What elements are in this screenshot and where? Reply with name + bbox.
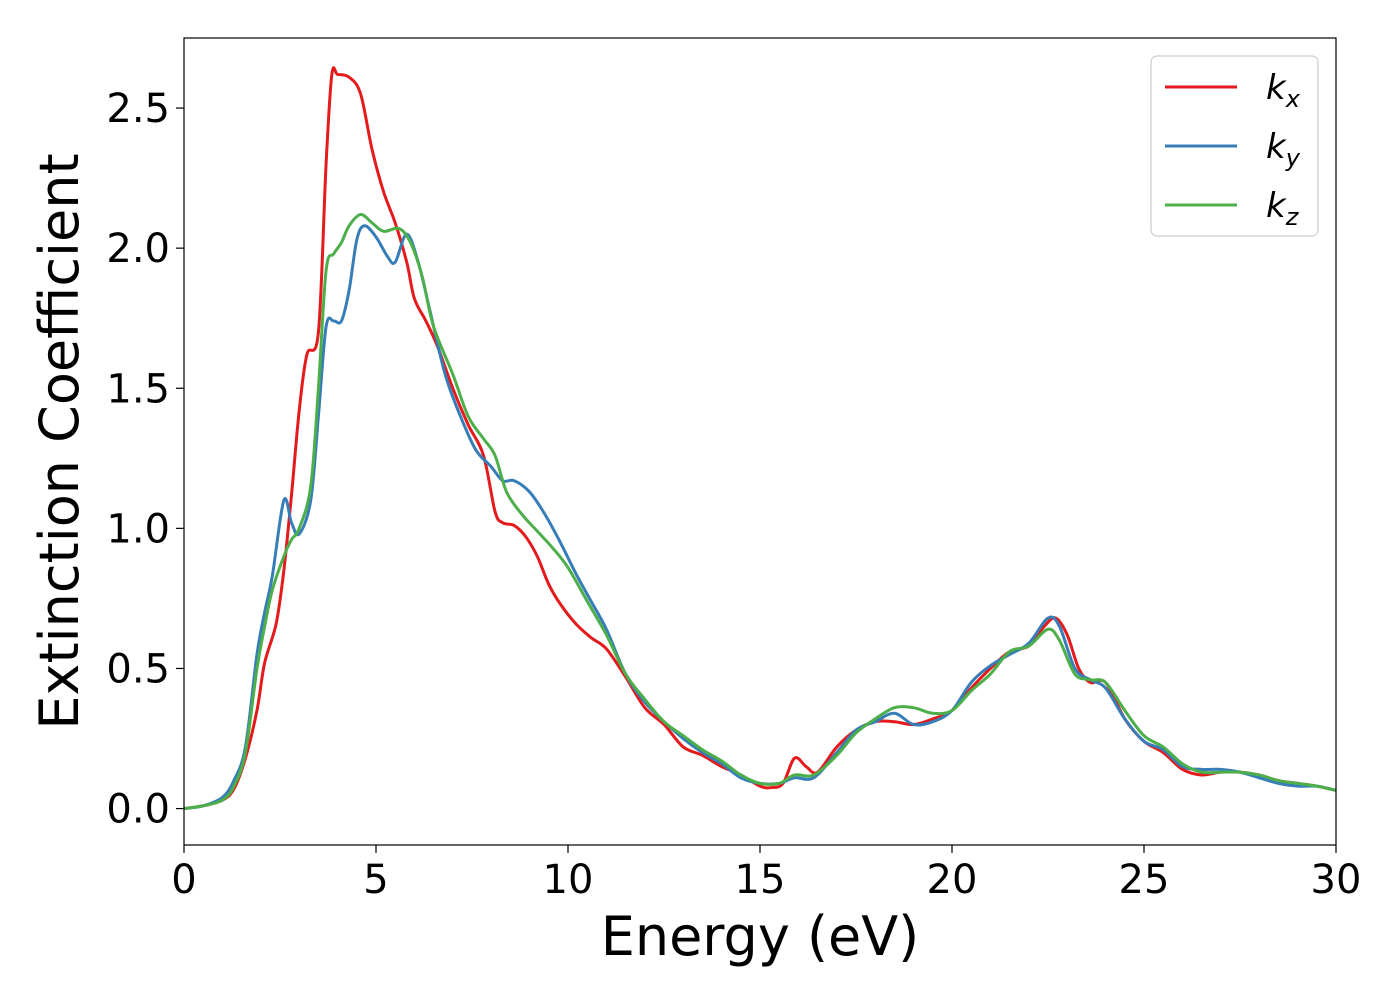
legend-label-kx: kx <box>1266 68 1301 113</box>
x-tick-label: 25 <box>1119 857 1170 903</box>
y-tick-label: 0.5 <box>106 646 170 692</box>
y-tick-label: 1.5 <box>106 366 170 412</box>
x-tick-label: 10 <box>543 857 594 903</box>
x-tick-label: 30 <box>1311 857 1362 903</box>
legend-label-subscript: x <box>1285 85 1301 113</box>
y-tick-label: 2.5 <box>106 86 170 132</box>
legend-label-kz: kz <box>1266 186 1300 231</box>
series-line-ky <box>184 224 1336 811</box>
legend-label-subscript: z <box>1285 203 1300 231</box>
x-axis-ticks: 0 5 10 15 20 25 30 <box>171 845 1361 903</box>
plot-lines <box>184 66 1336 811</box>
y-axis-ticks: 0.0 0.5 1.0 1.5 2.0 2.5 <box>106 86 184 833</box>
x-tick-label: 20 <box>927 857 978 903</box>
y-tick-label: 1.0 <box>106 506 170 552</box>
legend-label-main: k <box>1266 186 1287 226</box>
legend-label-main: k <box>1266 127 1287 167</box>
y-axis-label: Extinction Coefficient <box>28 153 91 729</box>
legend-label-main: k <box>1266 68 1287 108</box>
legend-label-subscript: y <box>1285 144 1301 172</box>
y-tick-label: 2.0 <box>106 226 170 272</box>
y-tick-label: 0.0 <box>106 787 170 833</box>
x-tick-label: 5 <box>363 857 388 903</box>
legend-label-ky: ky <box>1266 127 1301 172</box>
series-line-kz <box>184 213 1336 811</box>
x-tick-label: 0 <box>171 857 196 903</box>
x-tick-label: 15 <box>735 857 786 903</box>
x-axis-label: Energy (eV) <box>601 905 920 968</box>
